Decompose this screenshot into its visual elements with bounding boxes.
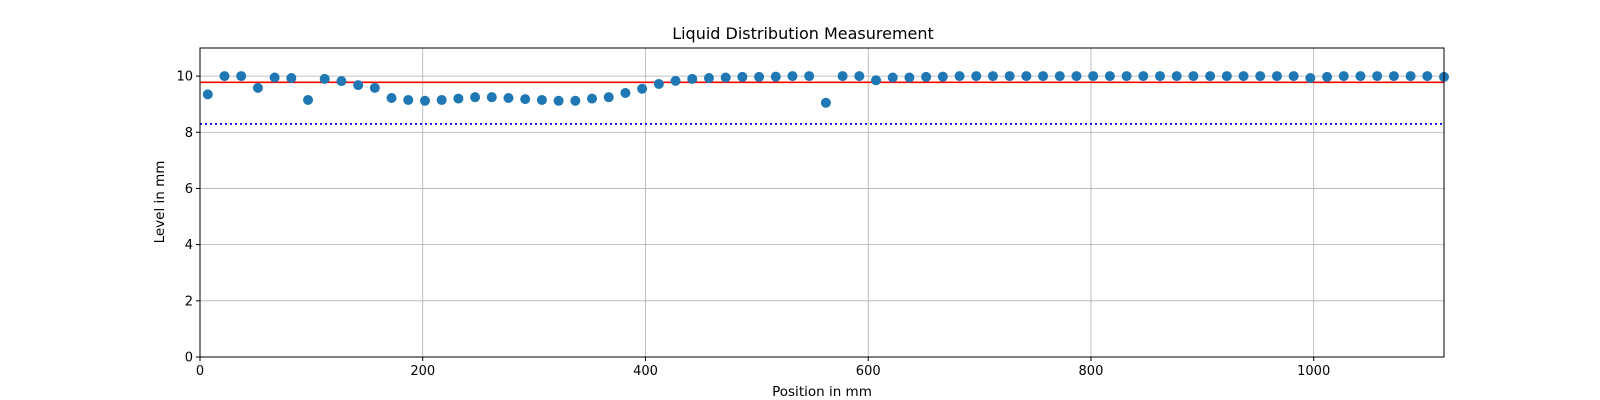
data-point [1038,71,1049,82]
y-tick-label: 4 [185,238,193,253]
data-point [954,71,965,82]
data-point [1071,71,1082,82]
data-point [971,71,982,82]
y-tick-label: 10 [176,70,193,85]
x-tick-label: 400 [633,364,658,379]
data-point [369,82,380,93]
x-tick-label: 0 [196,364,204,379]
data-point [236,71,247,82]
y-tick-label: 0 [185,351,193,366]
data-point [1221,71,1232,82]
reference-lines [200,81,1444,125]
data-point [937,71,948,82]
data-point [1088,71,1099,82]
data-point [536,94,547,105]
data-point [637,83,648,94]
data-point [1138,71,1149,82]
data-point [887,72,898,83]
data-point [1338,71,1349,82]
data-point [770,71,781,82]
data-point [1188,71,1199,82]
data-point [1271,71,1282,82]
data-point [603,92,614,103]
data-point [1238,71,1249,82]
data-point [620,87,631,98]
grid [199,48,1444,358]
data-point [1121,71,1132,82]
data-point [1405,71,1416,82]
data-point [520,94,531,105]
data-point [737,71,748,82]
data-point [1155,71,1166,82]
data-point [419,95,430,106]
data-point [837,71,848,82]
data-point [1422,71,1433,82]
data-point [587,93,598,104]
data-point [670,75,681,86]
data-point [202,89,213,100]
data-point [503,93,514,104]
y-tick-label: 8 [185,126,193,141]
data-point [1205,71,1216,82]
data-point [921,71,932,82]
data-point [1255,71,1266,82]
data-point [904,72,915,83]
data-point [754,71,765,82]
data-point [1355,71,1366,82]
data-point [553,95,564,106]
data-point [1104,71,1115,82]
data-point [720,72,731,83]
x-tick-label: 800 [1079,364,1104,379]
y-axis-ticks: 0 2 4 6 8 10 [176,70,200,366]
data-point [570,95,581,106]
data-point [1288,71,1299,82]
x-tick-label: 200 [410,364,435,379]
data-point [1372,71,1383,82]
chart-title: Liquid Distribution Measurement [672,24,934,43]
x-axis-title: Position in mm [772,384,872,400]
data-points [202,71,1449,108]
data-point [386,93,397,104]
data-point [1388,71,1399,82]
data-point [653,78,664,89]
data-point [403,94,414,105]
data-point [269,72,280,83]
data-point [219,71,230,82]
plot-frame [199,47,1445,358]
data-point [453,93,464,104]
data-point [286,73,297,84]
data-point [703,73,714,84]
data-point [854,71,865,82]
data-point [987,71,998,82]
data-point [486,92,497,103]
data-point [804,71,815,82]
data-point [820,97,831,108]
y-axis-title: Level in mm [152,161,168,244]
data-point [787,71,798,82]
data-point [1171,71,1182,82]
data-point [319,73,330,84]
data-point [1305,73,1316,84]
y-tick-label: 6 [185,182,193,197]
data-point [353,80,364,91]
data-point [252,82,263,93]
y-tick-label: 2 [185,294,193,309]
x-axis-ticks: 0 200 400 600 800 1000 [196,357,1330,379]
data-point [1021,71,1032,82]
data-point [1054,71,1065,82]
x-tick-label: 1000 [1297,364,1330,379]
data-point [470,92,481,103]
data-point [336,76,347,87]
data-point [1004,71,1015,82]
data-point [436,94,447,105]
x-tick-label: 600 [856,364,881,379]
data-point [687,73,698,84]
data-point [1322,71,1333,82]
data-point [871,75,882,86]
data-point [303,94,314,105]
